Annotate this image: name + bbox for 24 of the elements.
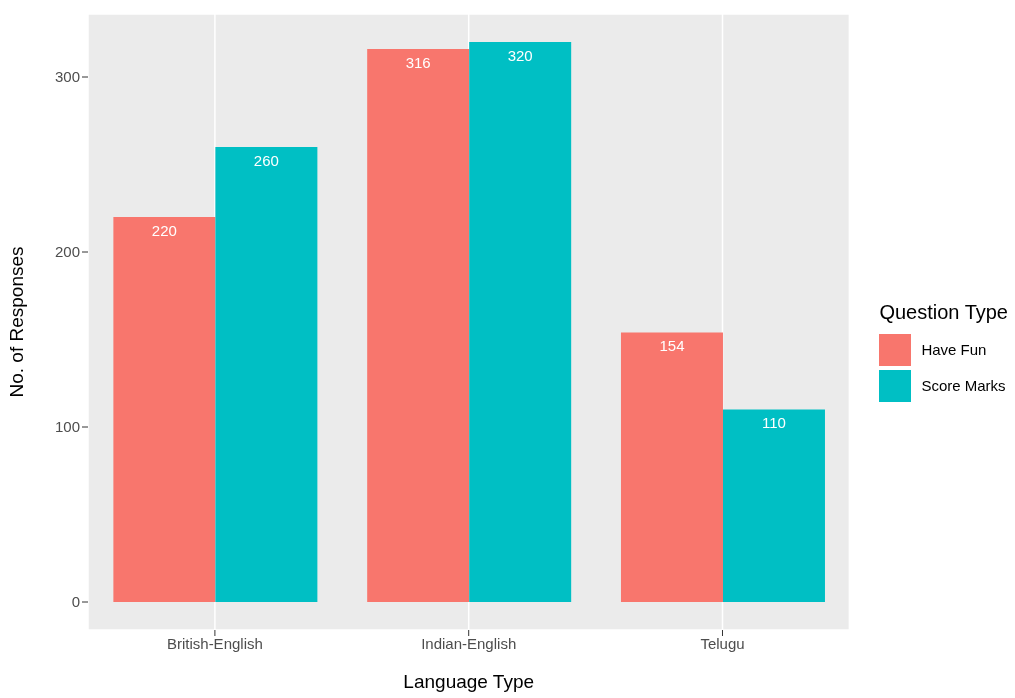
data-label: 320 [507, 46, 533, 64]
data-label: 316 [405, 53, 431, 71]
bar [367, 49, 470, 602]
x-axis-title: Language Type [403, 671, 535, 692]
x-tick-label: Telugu [700, 634, 745, 652]
bar [722, 409, 825, 602]
y-tick-label: 200 [54, 243, 80, 261]
data-label: 110 [762, 414, 786, 432]
y-tick-label: 300 [54, 68, 80, 86]
y-tick-label: 0 [71, 593, 80, 611]
bar [113, 217, 216, 602]
x-tick-label: Indian-English [421, 634, 517, 652]
x-tick-label: British-English [166, 634, 263, 652]
y-tick-label: 100 [54, 418, 80, 436]
legend-label: Score Marks [921, 377, 1006, 394]
legend-label: Have Fun [921, 341, 987, 358]
data-label: 154 [659, 337, 685, 355]
bar [620, 332, 723, 602]
legend-title: Question Type [879, 300, 1008, 324]
data-label: 260 [253, 151, 279, 169]
data-label: 220 [151, 221, 177, 239]
y-axis-title: No. of Responses [5, 246, 27, 398]
bar [215, 147, 318, 602]
bar [469, 42, 572, 602]
